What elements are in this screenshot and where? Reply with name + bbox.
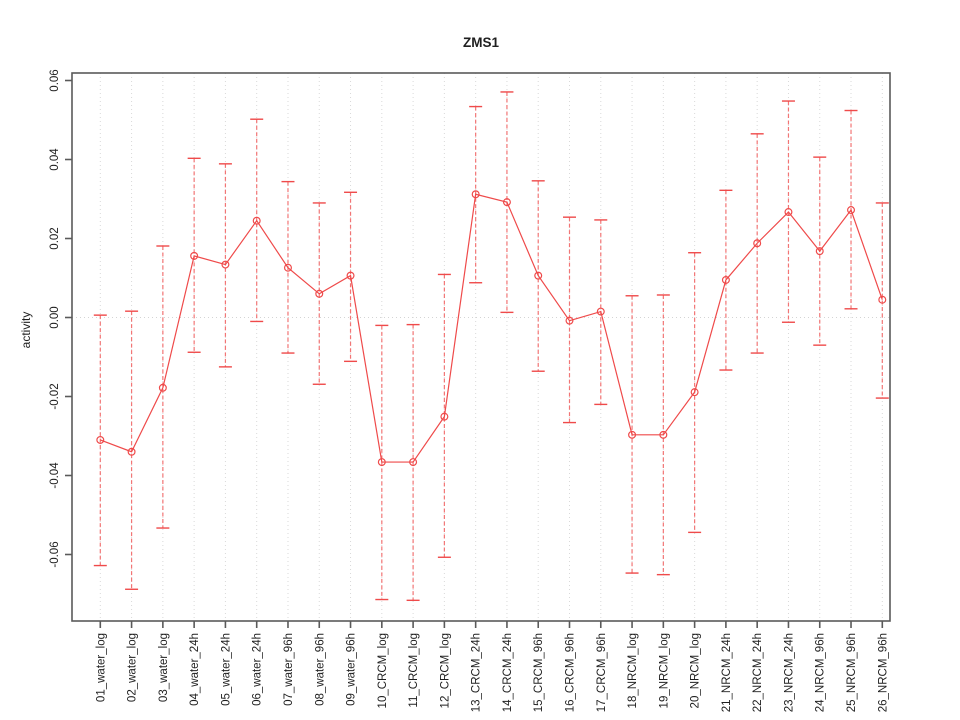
data-point: [315, 289, 324, 298]
data-point: [471, 190, 480, 199]
x-tick-label: 16_CRCM_96h: [565, 633, 577, 712]
x-tick-label: 06_water_24h: [252, 633, 264, 706]
data-point: [596, 307, 605, 316]
x-tick-label: 25_NRCM_96h: [846, 633, 858, 712]
x-tick-label: 12_CRCM_log: [439, 633, 451, 708]
data-point: [252, 216, 261, 225]
x-tick-label: 05_water_24h: [220, 633, 232, 706]
data-point: [127, 447, 136, 456]
data-point: [565, 316, 574, 325]
data-point: [628, 430, 637, 439]
data-point: [346, 271, 355, 280]
data-point: [534, 271, 543, 280]
data-point: [377, 458, 386, 467]
data-point: [190, 251, 199, 260]
data-point: [878, 295, 887, 304]
x-tick-label: 23_NRCM_24h: [783, 633, 795, 712]
x-tick-label: 26_NRCM_96h: [877, 633, 889, 712]
x-tick-label: 04_water_24h: [189, 633, 201, 706]
x-tick-label: 17_CRCM_96h: [596, 633, 608, 712]
y-tick-label: 0.06: [49, 69, 61, 91]
data-point: [158, 383, 167, 392]
x-tick-label: 15_CRCM_96h: [533, 633, 545, 712]
x-tick-label: 24_NRCM_96h: [815, 633, 827, 712]
data-point: [659, 430, 668, 439]
y-tick-label: -0.02: [49, 383, 61, 409]
data-point: [409, 458, 418, 467]
x-tick-label: 22_NRCM_24h: [752, 633, 764, 712]
data-point: [283, 263, 292, 272]
x-tick-label: 10_CRCM_log: [377, 633, 389, 708]
data-point: [502, 198, 511, 207]
series-line: [100, 193, 883, 463]
data-point: [784, 208, 793, 217]
data-point: [721, 275, 730, 284]
data-point: [753, 239, 762, 248]
data-point: [815, 247, 824, 256]
y-tick-label: 0.00: [49, 306, 61, 328]
x-tick-label: 09_water_96h: [346, 633, 358, 706]
y-axis-label: activity: [19, 312, 33, 349]
y-tick-label: 0.04: [49, 148, 61, 171]
x-tick-label: 07_water_96h: [283, 633, 295, 706]
data-point: [440, 412, 449, 421]
x-tick-label: 14_CRCM_24h: [502, 633, 514, 712]
y-tick-label: -0.06: [49, 541, 61, 567]
data-point: [690, 388, 699, 397]
x-tick-label: 11_CRCM_log: [408, 633, 420, 708]
data-point: [221, 260, 230, 269]
x-tick-label: 18_NRCM_log: [627, 633, 639, 708]
x-tick-label: 20_NRCM_log: [690, 633, 702, 708]
x-tick-label: 08_water_96h: [314, 633, 326, 706]
chart-title: ZMS1: [463, 35, 499, 50]
x-tick-label: 02_water_log: [127, 633, 139, 702]
x-tick-label: 19_NRCM_log: [658, 633, 670, 708]
data-point: [96, 435, 105, 444]
x-tick-label: 01_water_log: [95, 633, 107, 702]
x-tick-label: 13_CRCM_24h: [471, 633, 483, 712]
plot-box: [71, 72, 891, 622]
data-point: [847, 206, 856, 215]
y-tick-label: 0.02: [49, 227, 61, 249]
x-tick-label: 21_NRCM_24h: [721, 633, 733, 712]
y-tick-label: -0.04: [49, 462, 61, 489]
x-tick-label: 03_water_log: [158, 633, 170, 702]
